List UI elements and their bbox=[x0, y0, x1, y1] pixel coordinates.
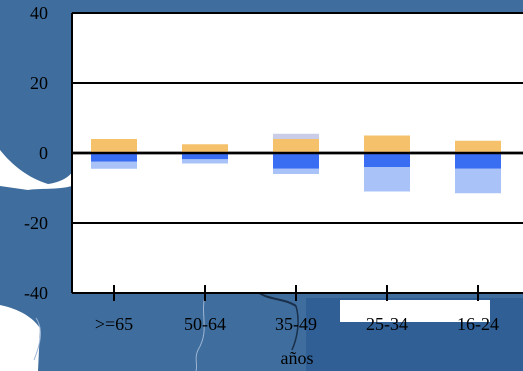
bar-segment bbox=[273, 139, 319, 153]
x-tick-label: 35-49 bbox=[275, 314, 317, 334]
bar-segment bbox=[364, 135, 410, 153]
y-tick-label: 40 bbox=[30, 3, 48, 23]
x-tick-label: 50-64 bbox=[184, 314, 226, 334]
x-tick-label: 16-24 bbox=[457, 314, 499, 334]
bar-segment bbox=[455, 168, 501, 194]
y-tick-labels: -40 -20 0 20 40 bbox=[24, 3, 48, 303]
bars bbox=[72, 133, 523, 194]
x-axis-title: años bbox=[281, 348, 314, 368]
bar-segment bbox=[182, 144, 228, 153]
x-tick-label: >=65 bbox=[95, 314, 133, 334]
bar-segment bbox=[273, 133, 319, 139]
bar-segment bbox=[91, 153, 137, 162]
y-tick-label: -20 bbox=[24, 213, 48, 233]
x-tick-labels: >=65 50-64 35-49 25-34 16-24 bbox=[95, 285, 499, 334]
y-tick-label: -40 bbox=[24, 283, 48, 303]
y-tick-label: 20 bbox=[30, 73, 48, 93]
bar-segment bbox=[91, 161, 137, 169]
bar-segment bbox=[91, 139, 137, 153]
bar-segment bbox=[455, 153, 501, 169]
bar-segment bbox=[182, 153, 228, 160]
bar-segment bbox=[273, 168, 319, 174]
bar-segment bbox=[455, 140, 501, 153]
bar-segment bbox=[364, 167, 410, 192]
bar-segment bbox=[273, 153, 319, 169]
bar-segment bbox=[364, 153, 410, 167]
bar-segment bbox=[182, 159, 228, 164]
x-tick-label: 25-34 bbox=[366, 314, 408, 334]
y-tick-label: 0 bbox=[39, 143, 48, 163]
